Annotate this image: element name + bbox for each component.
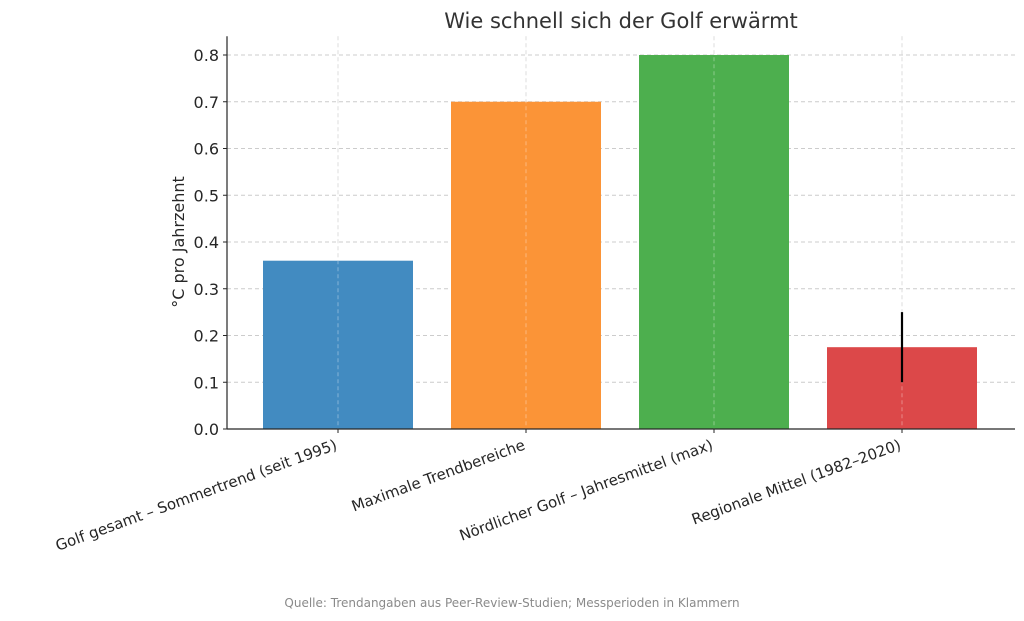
y-tick-label: 0.6 — [194, 140, 219, 159]
y-tick-label: 0.4 — [194, 233, 219, 252]
x-tick-label: Golf gesamt – Sommertrend (seit 1995) — [53, 436, 339, 555]
y-tick-label: 0.7 — [194, 93, 219, 112]
x-tick-label: Regionale Mittel (1982–2020) — [689, 436, 903, 529]
bar — [451, 101, 601, 429]
bar — [639, 55, 789, 429]
y-tick-label: 0.8 — [194, 46, 219, 65]
x-tick-label: Maximale Trendbereiche — [349, 436, 527, 516]
y-tick-label: 0.5 — [194, 186, 219, 205]
y-tick-label: 0.3 — [194, 280, 219, 299]
y-tick-label: 0.1 — [194, 373, 219, 392]
y-tick-label: 0.0 — [194, 420, 219, 439]
bars — [263, 36, 977, 429]
y-axis-label: °C pro Jahrzehnt — [169, 176, 188, 308]
x-tick-labels: Golf gesamt – Sommertrend (seit 1995) Max… — [53, 429, 903, 555]
y-tick-label: 0.2 — [194, 327, 219, 346]
chart-title: Wie schnell sich der Golf erwärmt — [444, 9, 798, 33]
source-caption: Quelle: Trendangaben aus Peer-Review-Stu… — [284, 596, 740, 610]
bar — [263, 260, 413, 429]
y-tick-labels: 0.0 0.1 0.2 0.3 0.4 0.5 0.6 0.7 0.8 — [194, 46, 227, 439]
